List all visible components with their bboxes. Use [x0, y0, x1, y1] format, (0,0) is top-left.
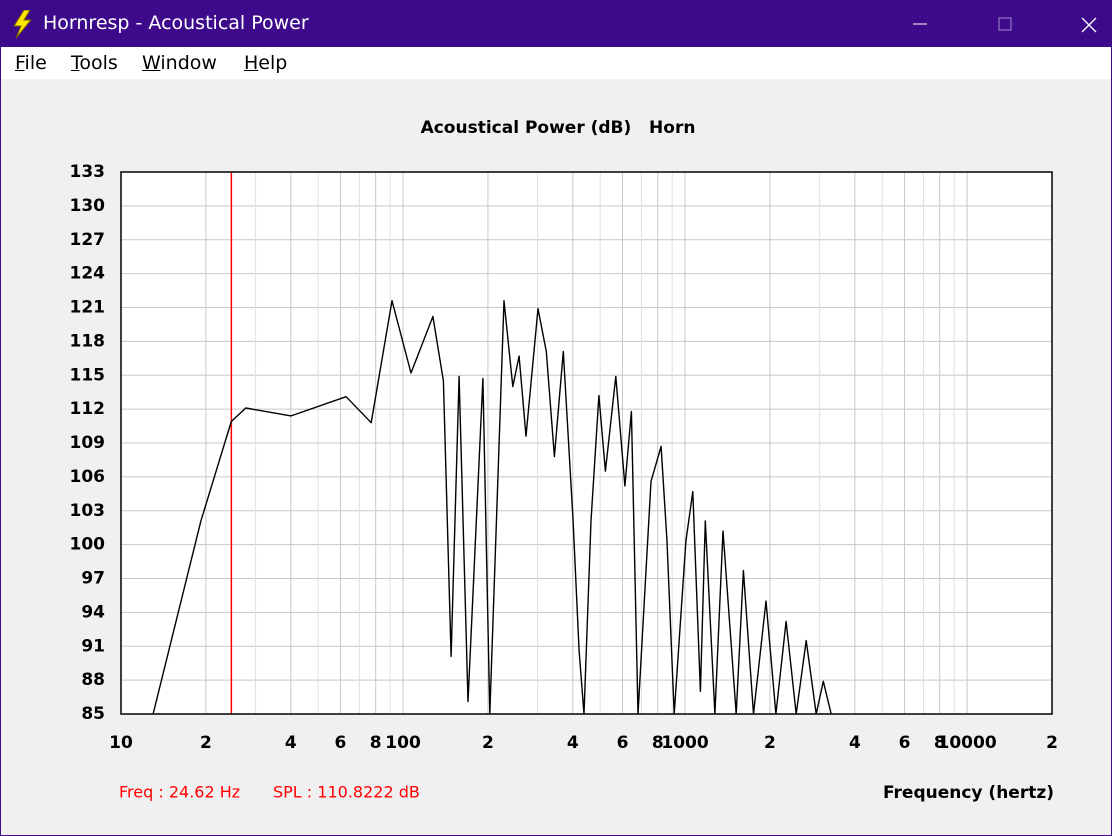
- x-tick-label: 1000: [661, 733, 708, 753]
- y-tick-label: 106: [70, 467, 106, 487]
- y-tick-label: 121: [70, 298, 106, 318]
- y-tick-label: 103: [70, 501, 106, 521]
- window-title: Hornresp - Acoustical Power: [43, 12, 309, 34]
- close[interactable]: [1081, 17, 1097, 33]
- y-tick-label: 85: [81, 704, 105, 724]
- y-tick-label: 97: [81, 569, 105, 589]
- x-tick-label: 2: [482, 733, 494, 753]
- menu-item[interactable]: Window: [142, 52, 217, 74]
- x-tick-label: 10000: [938, 733, 997, 753]
- x-tick-label: 2: [1046, 733, 1058, 753]
- x-tick-label: 10: [109, 733, 133, 753]
- freq-readout: Freq : 24.62 Hz: [119, 783, 240, 802]
- app-icon: [13, 10, 33, 38]
- x-tick-label: 2: [200, 733, 212, 753]
- y-tick-label: 100: [70, 535, 106, 555]
- maximize[interactable]: [998, 17, 1012, 31]
- x-tick-label: 8: [370, 733, 382, 753]
- x-tick-label: 6: [899, 733, 911, 753]
- y-tick-label: 133: [70, 162, 106, 182]
- spl-readout: SPL : 110.8222 dB: [273, 783, 420, 802]
- y-tick-label: 115: [70, 365, 106, 385]
- menu-item[interactable]: File: [15, 52, 47, 74]
- x-axis-label: Frequency (hertz): [883, 783, 1054, 803]
- chart-title: Acoustical Power (dB) Horn: [421, 118, 696, 138]
- plot-frame: [120, 171, 1053, 715]
- y-tick-label: 130: [70, 196, 106, 216]
- y-tick-label: 91: [81, 636, 105, 656]
- x-tick-label: 8: [652, 733, 664, 753]
- title-bar: Hornresp - Acoustical Power: [1, 1, 1111, 47]
- y-tick-label: 127: [70, 230, 106, 250]
- y-tick-label: 112: [70, 399, 106, 419]
- x-tick-label: 6: [617, 733, 629, 753]
- menu-item[interactable]: Help: [244, 52, 288, 74]
- menu-item[interactable]: Tools: [71, 52, 118, 74]
- window-controls[interactable]: [881, 1, 1111, 47]
- response-line: [152, 300, 832, 714]
- x-tick-label: 4: [567, 733, 579, 753]
- y-tick-label: 88: [81, 670, 105, 690]
- x-tick-label: 6: [335, 733, 347, 753]
- y-tick-label: 94: [81, 602, 105, 622]
- x-tick-label: 8: [934, 733, 946, 753]
- y-tick-label: 109: [70, 433, 106, 453]
- y-tick-label: 124: [70, 264, 106, 284]
- x-tick-label: 4: [285, 733, 297, 753]
- x-tick-label: 4: [849, 733, 861, 753]
- x-tick-label: 100: [385, 733, 421, 753]
- y-tick-label: 118: [70, 331, 106, 351]
- x-tick-label: 2: [764, 733, 776, 753]
- menu-bar: File Tools Window Help: [1, 47, 1111, 79]
